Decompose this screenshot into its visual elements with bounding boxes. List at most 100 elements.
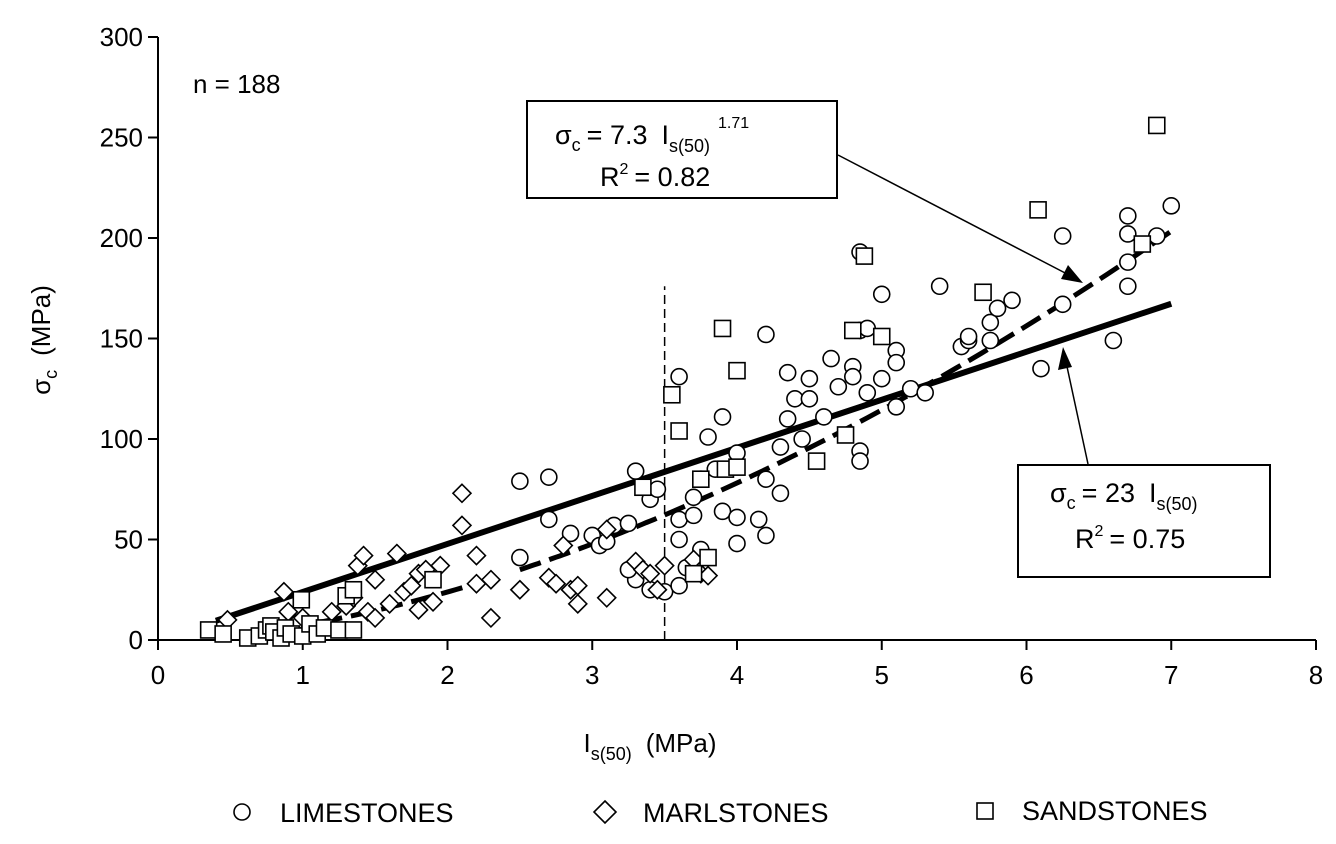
sandstone-point [843, 321, 862, 340]
limestone-point [771, 484, 790, 503]
limestone-point [858, 319, 877, 338]
y-axis-title: σc(MPa) [26, 285, 61, 395]
x-tick-label: 2 [440, 660, 454, 690]
limestone-point [670, 530, 688, 549]
limestone-point [981, 331, 1000, 350]
sandstone-point [330, 621, 348, 639]
limestone-point [981, 313, 1000, 332]
marlstone-point [379, 593, 400, 614]
legend-diamond-icon [592, 799, 618, 825]
marlstone-point [466, 573, 487, 594]
data-points [199, 116, 1181, 647]
limestone-point [793, 430, 811, 448]
limestone-point [648, 480, 667, 499]
limestone-point [684, 506, 703, 525]
sandstone-point [807, 452, 826, 470]
limestone-point [561, 524, 580, 543]
sandstone-point [315, 619, 334, 637]
limestone-point [1104, 331, 1123, 350]
x-tick-label: 6 [1019, 660, 1033, 690]
sample-size-label: n = 188 [193, 69, 280, 99]
limestone-point [1162, 197, 1181, 215]
limestone-point [626, 462, 645, 480]
limestone-point [822, 349, 840, 368]
limestone-point [1032, 359, 1050, 378]
limestone-point [684, 488, 703, 507]
x-tick-label: 3 [585, 660, 599, 690]
sandstone-point [713, 319, 732, 338]
sandstone-point [670, 422, 688, 440]
limestone-point [540, 510, 558, 529]
marlstone-point [273, 581, 295, 602]
x-tick-label: 5 [875, 660, 889, 690]
y-tick-label: 100 [100, 424, 143, 454]
marlstone-point [654, 555, 675, 576]
linear-fit-equation: σc = 23 Is(50) [1050, 478, 1198, 514]
limestone-point [1119, 277, 1137, 296]
legend-square-icon [976, 802, 994, 820]
limestone-point [851, 452, 869, 470]
marlstone-point [567, 593, 588, 614]
y-tick-label: 50 [114, 525, 143, 555]
limestone-point [1003, 291, 1021, 310]
limestone-point [511, 472, 529, 491]
limestone-point [786, 389, 804, 408]
limestone-point [959, 327, 978, 346]
sandstone-point [214, 625, 232, 643]
power-fit-r2: R2 = 0.82 [600, 161, 710, 192]
marlstone-point [451, 515, 473, 536]
linear-fit-annotation: σc = 23 Is(50) R2 = 0.75 [1017, 347, 1271, 578]
linear-fit-arrowhead [1058, 347, 1072, 370]
marlstone-point [364, 569, 386, 590]
limestone-point [843, 367, 862, 386]
limestone-point [670, 367, 688, 386]
limestone-point [771, 438, 790, 456]
limestone-point [858, 383, 877, 402]
x-tick-label: 4 [730, 660, 744, 690]
y-tick-label: 200 [100, 223, 143, 253]
sandstone-point [684, 564, 703, 583]
limestone-point [757, 526, 775, 545]
x-tick-label: 1 [296, 660, 310, 690]
y-tick-label: 300 [100, 22, 143, 52]
power-fit-equation: σc = 7.3 Is(50)1.71 [555, 115, 749, 156]
axes: 0 50 100 150 200 250 300 0 1 2 3 4 5 6 7 8 [100, 22, 1324, 690]
x-axis-title: Is(50) (MPa) [583, 728, 716, 764]
y-tick-label: 0 [129, 625, 143, 655]
linear-fit-box [1017, 464, 1271, 578]
limestone-point [778, 363, 797, 382]
limestone-point [757, 470, 775, 489]
limestone-point [713, 408, 732, 426]
sandstone-point [974, 283, 992, 302]
sandstone-point [1133, 235, 1152, 253]
legend-label-sandstones: SANDSTONES [1022, 796, 1208, 826]
sandstone-point [872, 327, 891, 346]
legend-label-marlstones: MARLSTONES [643, 798, 829, 828]
sandstone-point [1147, 116, 1166, 135]
marlstone-point [422, 591, 444, 612]
limestone-point [1119, 253, 1137, 271]
x-tick-label: 8 [1309, 660, 1323, 690]
power-fit-box [526, 100, 838, 199]
marlstone-point [353, 545, 374, 566]
x-tick-label: 7 [1164, 660, 1178, 690]
sandstone-point [424, 570, 442, 589]
limestone-point [872, 285, 891, 304]
marlstone-point [640, 563, 661, 584]
sandstone-point [699, 548, 717, 567]
sandstone-point [1029, 201, 1047, 219]
marlstone-point [401, 575, 422, 596]
marlstone-point [545, 573, 567, 594]
sandstone-point [728, 458, 746, 476]
limestone-point [1147, 227, 1166, 245]
limestone-point [670, 510, 688, 529]
limestone-point [1119, 225, 1137, 243]
marlstone-point [480, 607, 502, 629]
limestone-point [988, 299, 1007, 318]
limestone-point [800, 389, 819, 408]
limestone-point [699, 428, 717, 446]
sandstone-point [855, 247, 874, 265]
marlstone-point [386, 543, 407, 564]
limestone-point [815, 408, 833, 426]
sandstone-point [836, 426, 855, 444]
